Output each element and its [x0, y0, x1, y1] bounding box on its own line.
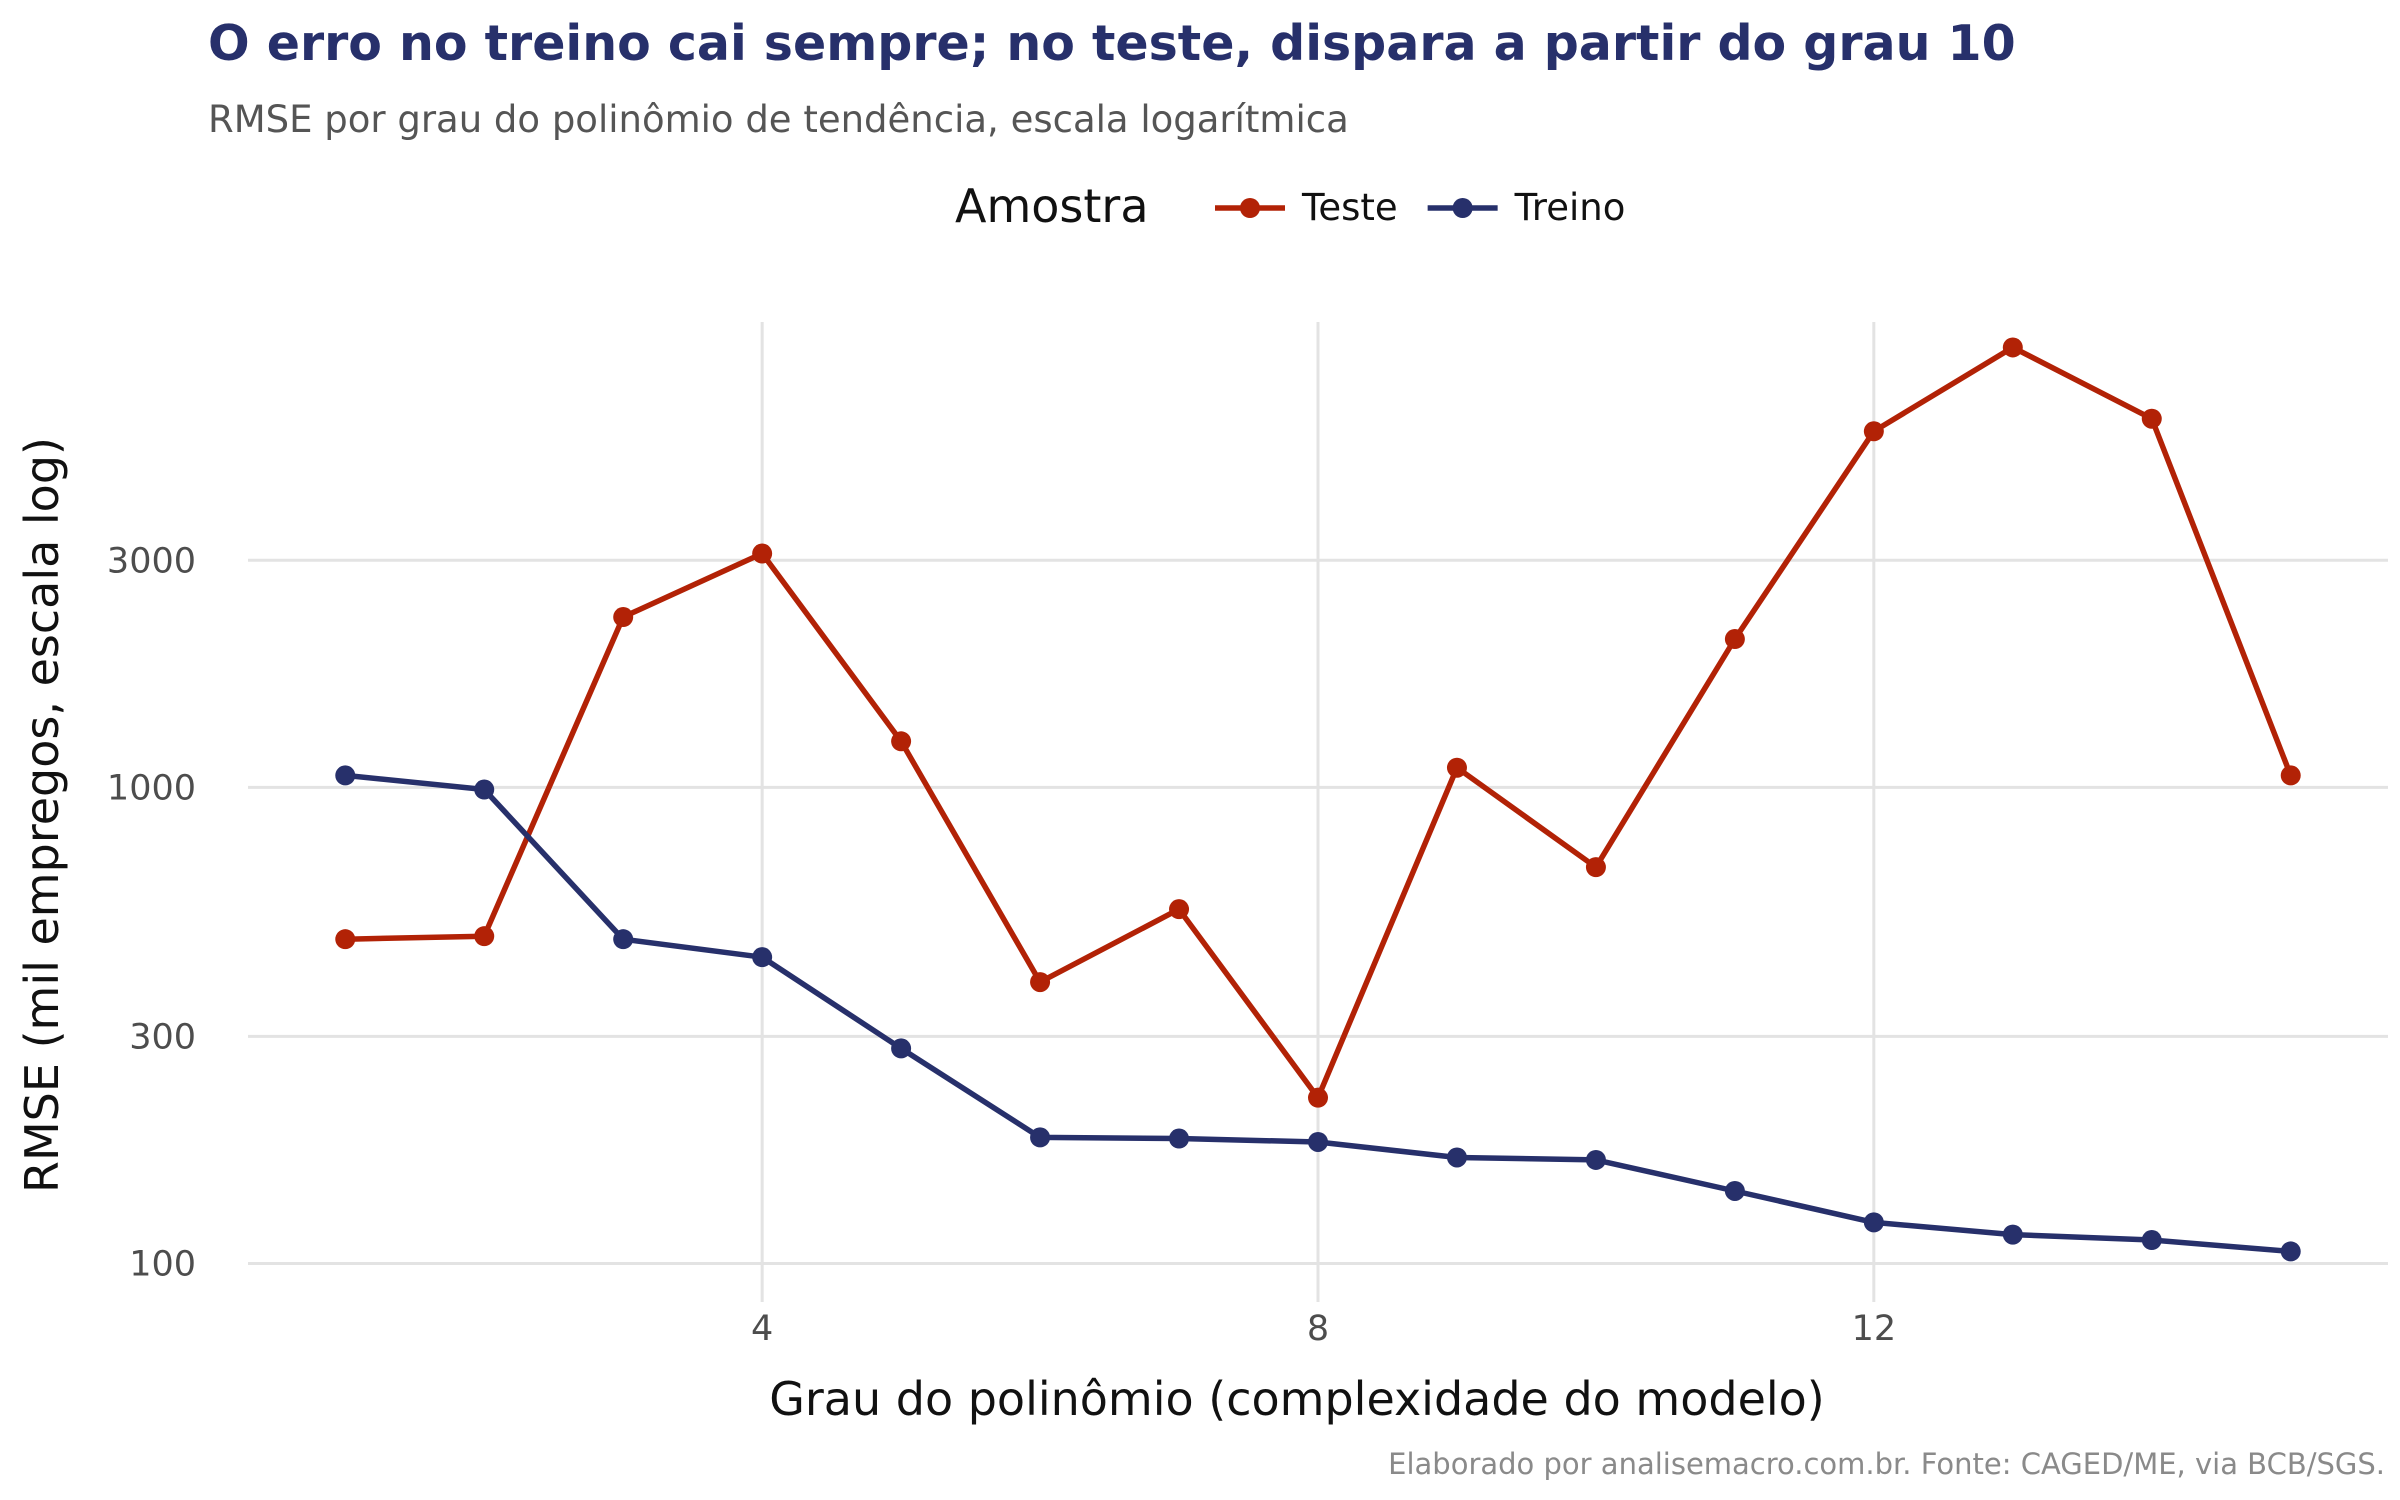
legend-key-point-treino: [1452, 198, 1473, 218]
data-point-treino: [752, 947, 773, 968]
data-point-teste: [474, 926, 495, 947]
x-axis-label: Grau do polinômio (complexidade do model…: [769, 1372, 1825, 1426]
data-point-treino: [474, 779, 495, 800]
data-point-treino: [1030, 1127, 1051, 1148]
legend-item-treino: Treino: [1427, 186, 1626, 229]
data-point-treino: [2141, 1230, 2162, 1251]
y-tick-label: 100: [129, 1244, 196, 1284]
y-tick-label: 3000: [107, 541, 196, 581]
data-point-teste: [2280, 765, 2301, 786]
data-point-teste: [1169, 899, 1190, 920]
data-point-treino: [335, 765, 356, 786]
data-point-teste: [2002, 337, 2023, 358]
gridlines: [248, 322, 2388, 1302]
legend-label-teste: Teste: [1301, 186, 1398, 229]
data-point-treino: [1863, 1212, 1884, 1233]
data-point-treino: [2002, 1224, 2023, 1245]
data-point-treino: [1308, 1131, 1328, 1152]
legend-label-treino: Treino: [1514, 186, 1626, 229]
data-point-treino: [613, 929, 634, 950]
chart-caption: Elaborado por analisemacro.com.br. Fonte…: [1388, 1447, 2385, 1481]
data-point-treino: [2280, 1241, 2301, 1262]
y-tick-label: 1000: [107, 768, 196, 808]
data-point-treino: [1169, 1128, 1190, 1149]
series-teste: [335, 337, 2301, 1108]
legend-key-point-teste: [1240, 198, 1260, 218]
chart-subtitle: RMSE por grau do polinômio de tendência,…: [208, 98, 1349, 141]
data-point-treino: [1585, 1149, 1606, 1170]
y-tick-label: 300: [129, 1017, 196, 1057]
data-point-treino: [1446, 1147, 1467, 1168]
x-tick-label: 8: [1307, 1309, 1329, 1349]
data-point-teste: [1585, 857, 1606, 878]
data-point-teste: [1724, 629, 1745, 650]
data-point-teste: [752, 543, 773, 564]
x-axis-ticks: 4 8 12: [751, 1309, 1896, 1349]
chart-title: O erro no treino cai sempre; no teste, d…: [208, 15, 2016, 72]
x-tick-label: 4: [751, 1309, 773, 1349]
legend-item-teste: Teste: [1215, 186, 1398, 229]
data-point-teste: [613, 607, 634, 628]
data-point-teste: [1446, 757, 1467, 778]
x-tick-label: 12: [1852, 1309, 1897, 1349]
data-point-teste: [335, 929, 356, 950]
series-treino: [335, 765, 2301, 1262]
legend-title: Amostra: [955, 179, 1149, 233]
legend-items: Teste Treino: [1215, 186, 1625, 229]
data-point-teste: [1863, 421, 1884, 442]
data-point-treino: [1724, 1180, 1745, 1201]
legend: Amostra Teste Treino: [955, 179, 1625, 233]
data-point-treino: [891, 1038, 912, 1059]
data-point-teste: [1030, 972, 1051, 993]
data-point-teste: [891, 731, 912, 752]
y-axis-ticks: 100 300 1000 3000: [107, 541, 196, 1284]
data-point-teste: [2141, 408, 2162, 429]
series-layer: [335, 337, 2301, 1262]
y-axis-label: RMSE (mil empregos, escala log): [15, 437, 69, 1193]
data-point-teste: [1308, 1087, 1328, 1108]
plot-area: [248, 322, 2388, 1302]
